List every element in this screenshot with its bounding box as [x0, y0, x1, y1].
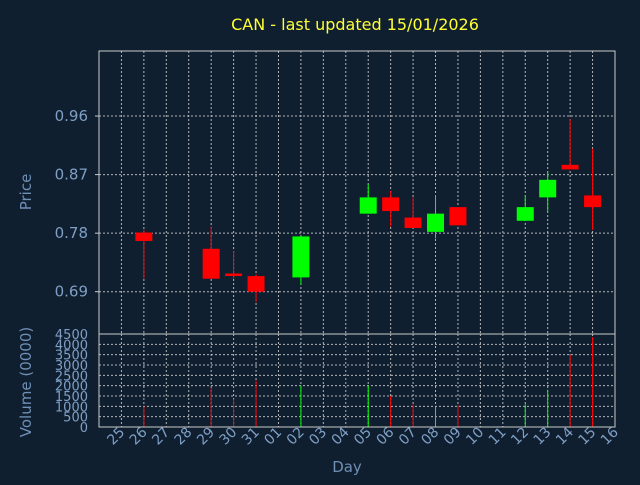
- day-tick-label: 15: [575, 425, 599, 449]
- candle-body: [427, 213, 445, 232]
- day-tick-label: 14: [553, 424, 577, 448]
- day-tick-labels: 2526272829303101020304050607080910111213…: [104, 424, 622, 448]
- day-tick-label: 31: [239, 425, 263, 449]
- volume-tick-label: 4000: [55, 338, 88, 353]
- candle-body: [292, 236, 310, 278]
- candle-body: [202, 248, 220, 279]
- candle-body: [382, 197, 400, 212]
- day-tick-label: 07: [396, 425, 420, 449]
- price-tick-label: 0.96: [55, 107, 88, 125]
- day-tick-label: 26: [127, 424, 151, 448]
- price-tick-label: 0.69: [55, 283, 88, 301]
- volume-axis-label: Volume (0000): [17, 327, 35, 437]
- day-tick-label: 13: [531, 425, 555, 449]
- candle-body: [561, 164, 579, 170]
- volume-tick-label: 1000: [55, 400, 88, 415]
- day-tick-label: 29: [194, 425, 218, 449]
- day-tick-label: 27: [149, 425, 173, 449]
- candle-body: [135, 232, 153, 241]
- day-tick-label: 30: [217, 425, 241, 449]
- day-tick-label: 02: [284, 425, 308, 449]
- candles: [135, 119, 602, 303]
- candle-body: [449, 207, 467, 226]
- volume-gridlines: [99, 334, 615, 427]
- volume-panel-frame: [98, 333, 616, 428]
- day-tick-label: 11: [486, 425, 510, 449]
- day-tick-label: 06: [374, 424, 398, 448]
- candle-body: [516, 207, 534, 221]
- volume-tick-label: 500: [63, 411, 88, 426]
- x-axis-label: Day: [332, 458, 362, 476]
- day-tick-label: 03: [306, 425, 330, 449]
- volume-tick-label: 2500: [55, 369, 88, 384]
- day-tick-label: 09: [441, 425, 465, 449]
- price-tick-label: 0.87: [55, 166, 88, 184]
- day-tick-label: 28: [172, 425, 196, 449]
- volume-tick-label: 1500: [55, 390, 88, 405]
- volume-tick-label: 4500: [55, 328, 88, 343]
- candle-body: [584, 195, 602, 208]
- volume-tick-label: 3000: [55, 359, 88, 374]
- day-tick-label: 12: [508, 425, 532, 449]
- candle-body: [225, 273, 243, 276]
- price-axis-label: Price: [17, 174, 35, 211]
- candle-body: [359, 197, 377, 214]
- price-tick-labels: 0.69 0.78 0.87 0.96: [55, 107, 99, 301]
- candle-body: [539, 179, 557, 198]
- chart-title: CAN - last updated 15/01/2026: [231, 15, 479, 34]
- day-tick-label: 08: [418, 425, 442, 449]
- price-gridlines: [99, 51, 615, 334]
- volume-bars: [143, 337, 594, 427]
- day-tick-label: 10: [463, 425, 487, 449]
- day-tick-label: 01: [261, 425, 285, 449]
- candle-body: [247, 276, 265, 292]
- day-tick-label: 05: [351, 425, 375, 449]
- price-tick-label: 0.78: [55, 224, 88, 242]
- volume-tick-label: 2000: [55, 380, 88, 395]
- day-tick-label: 04: [329, 424, 353, 448]
- volume-tick-label: 3500: [55, 349, 88, 364]
- day-tick-label: 16: [598, 424, 622, 448]
- candle-body: [404, 217, 422, 228]
- day-tick-label: 25: [104, 425, 128, 449]
- volume-tick-label: 0: [80, 421, 88, 436]
